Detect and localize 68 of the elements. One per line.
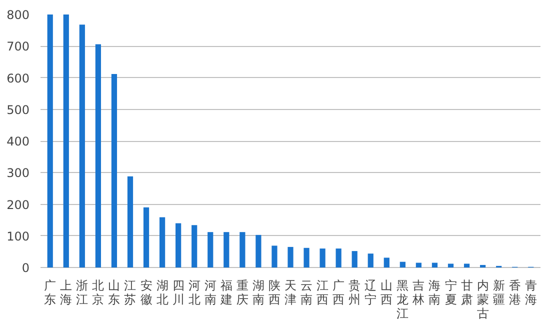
bar — [352, 251, 358, 268]
bar — [304, 248, 310, 268]
bar — [416, 262, 422, 268]
x-tick-label: 河北 — [188, 278, 200, 306]
bar — [432, 262, 438, 268]
x-tick-label: 宁夏 — [444, 278, 457, 306]
y-tick-label: 300 — [6, 166, 30, 180]
x-tick-label: 湖南 — [252, 278, 264, 306]
bar — [192, 225, 198, 268]
bar — [256, 234, 262, 268]
bar — [368, 254, 374, 268]
y-tick-label: 500 — [6, 102, 30, 117]
x-tick-label: 福建 — [219, 278, 232, 306]
y-tick-label: 200 — [6, 198, 30, 212]
x-tick-label: 湖北 — [156, 278, 168, 306]
x-tick-label: 辽宁 — [364, 278, 377, 306]
x-tick-label: 吉林 — [412, 278, 425, 306]
bar — [464, 264, 470, 268]
bar — [272, 246, 278, 268]
x-tick-label: 天津 — [284, 278, 296, 306]
bar — [111, 74, 118, 268]
x-tick-label: 四川 — [172, 278, 184, 306]
bar — [400, 262, 406, 268]
bar — [384, 258, 390, 268]
x-tick-label: 新疆 — [492, 278, 505, 306]
y-tick-label: 400 — [6, 134, 30, 148]
y-tick-label: 100 — [6, 229, 30, 244]
bar — [320, 248, 326, 268]
bar — [79, 24, 85, 268]
bar — [288, 246, 294, 268]
x-tick-label: 江西 — [316, 278, 329, 306]
x-tick-label: 浙江 — [76, 278, 88, 306]
x-tick-label: 云南 — [300, 278, 313, 306]
x-tick-label: 黑龙江 — [396, 278, 409, 320]
x-tick-label: 海南 — [428, 278, 441, 306]
x-tick-label: 贵州 — [348, 278, 361, 306]
bar — [224, 232, 230, 268]
x-tick-label: 香港 — [508, 278, 521, 306]
bar — [240, 232, 246, 268]
bar — [208, 232, 214, 268]
x-tick-label: 江苏 — [124, 278, 136, 306]
x-tick-label: 安徽 — [140, 278, 152, 306]
y-tick-label: 0 — [22, 261, 30, 275]
x-tick-label: 广西 — [332, 278, 345, 306]
x-tick-label: 陕西 — [268, 278, 280, 306]
bar — [63, 14, 69, 268]
bar — [159, 217, 166, 268]
x-tick-label: 上海 — [60, 278, 72, 306]
x-tick-label: 河南 — [204, 278, 216, 306]
bar — [95, 44, 101, 268]
y-tick-label: 600 — [6, 71, 30, 86]
bar — [448, 264, 454, 268]
x-tick-label: 广东 — [44, 278, 56, 306]
bar — [480, 264, 486, 268]
bar — [143, 207, 150, 268]
y-tick-label: 700 — [6, 40, 30, 54]
bar — [176, 223, 182, 268]
x-tick-label: 甘肃 — [460, 278, 473, 306]
x-tick-label: 青海 — [524, 278, 537, 306]
x-tick-label: 山西 — [380, 278, 393, 306]
x-tick-label: 北京 — [92, 278, 104, 306]
bar — [47, 14, 53, 268]
x-tick-label: 内蒙古 — [476, 278, 489, 320]
bar — [336, 248, 342, 268]
bar — [127, 176, 134, 268]
x-tick-label: 山东 — [108, 278, 120, 306]
y-tick-label: 800 — [6, 8, 30, 22]
x-tick-label: 重庆 — [236, 278, 248, 306]
